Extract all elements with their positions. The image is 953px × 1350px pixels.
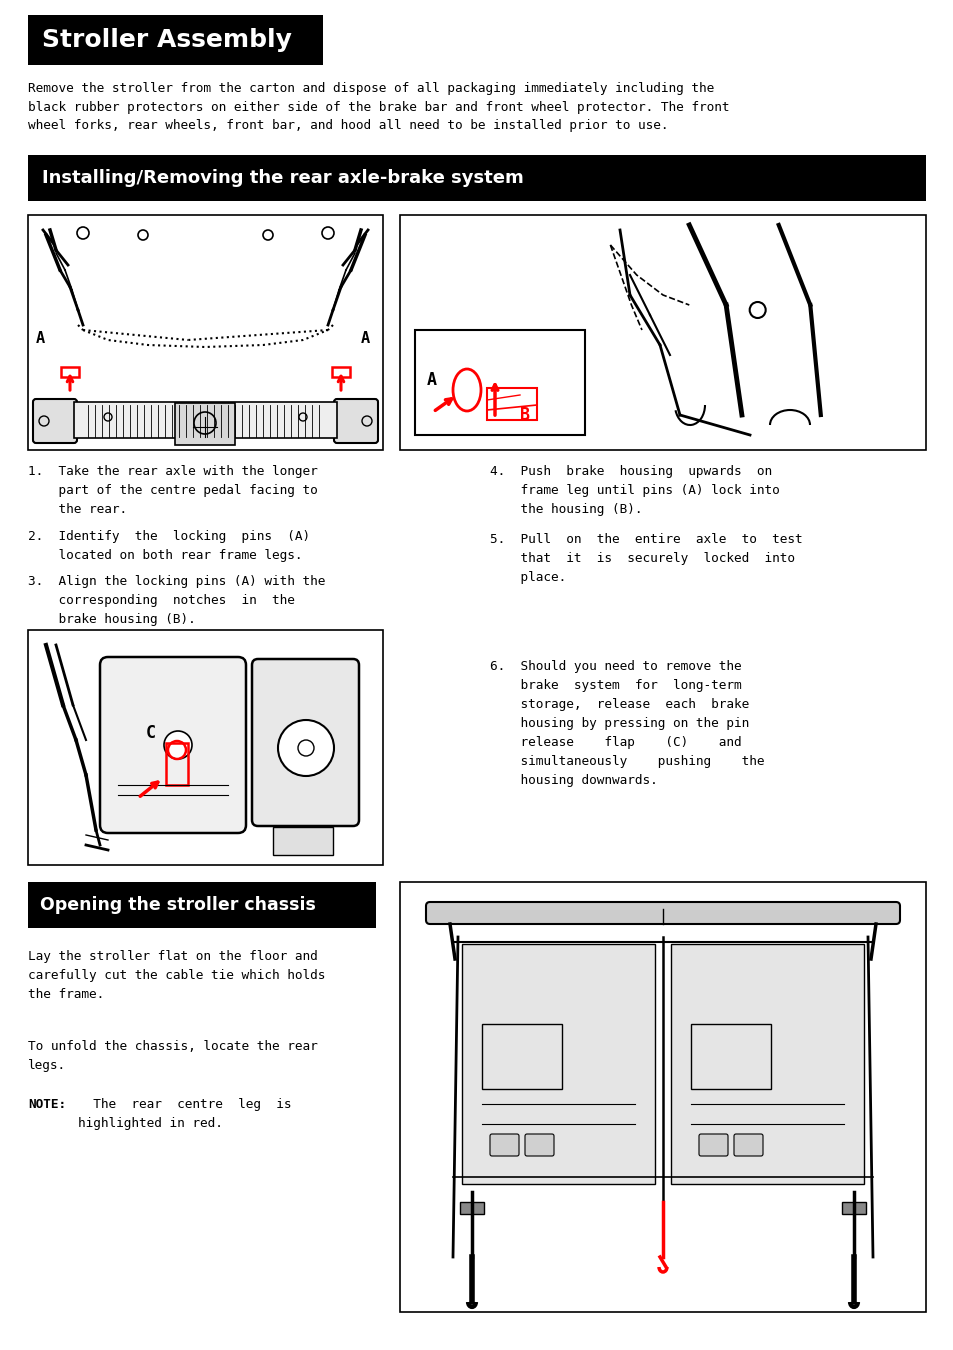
Bar — [486, 387, 537, 420]
Text: C: C — [146, 724, 156, 742]
Text: The  rear  centre  leg  is
highlighted in red.: The rear centre leg is highlighted in re… — [78, 1098, 292, 1130]
FancyBboxPatch shape — [252, 659, 358, 826]
Text: A: A — [427, 371, 436, 389]
Bar — [166, 743, 188, 784]
Bar — [459, 1202, 483, 1214]
Text: To unfold the chassis, locate the rear
legs.: To unfold the chassis, locate the rear l… — [28, 1040, 317, 1072]
Bar — [28, 155, 925, 201]
Bar — [399, 215, 925, 450]
Bar — [28, 15, 323, 65]
FancyBboxPatch shape — [524, 1134, 554, 1156]
Bar — [28, 882, 375, 927]
Text: Opening the stroller chassis: Opening the stroller chassis — [40, 896, 315, 914]
Text: 4.  Push  brake  housing  upwards  on
    frame leg until pins (A) lock into
   : 4. Push brake housing upwards on frame l… — [490, 464, 779, 516]
FancyBboxPatch shape — [426, 902, 899, 923]
Text: Installing/Removing the rear axle-brake system: Installing/Removing the rear axle-brake … — [42, 169, 523, 188]
FancyBboxPatch shape — [33, 400, 77, 443]
Bar — [61, 367, 79, 377]
Bar — [670, 944, 863, 1184]
Bar — [461, 944, 655, 1184]
Bar — [399, 882, 925, 1312]
FancyBboxPatch shape — [699, 1134, 727, 1156]
Bar — [28, 215, 382, 450]
FancyBboxPatch shape — [490, 1134, 518, 1156]
Text: A: A — [360, 331, 370, 346]
Text: Remove the stroller from the carton and dispose of all packaging immediately inc: Remove the stroller from the carton and … — [28, 82, 729, 132]
Bar — [690, 1025, 770, 1089]
Circle shape — [277, 720, 334, 776]
Bar — [74, 402, 336, 437]
Bar — [174, 404, 234, 446]
FancyBboxPatch shape — [733, 1134, 762, 1156]
Text: 2.  Identify  the  locking  pins  (A)
    located on both rear frame legs.: 2. Identify the locking pins (A) located… — [28, 531, 310, 562]
Text: Lay the stroller flat on the floor and
carefully cut the cable tie which holds
t: Lay the stroller flat on the floor and c… — [28, 950, 325, 1000]
Text: NOTE:: NOTE: — [28, 1098, 66, 1111]
Bar — [841, 1202, 865, 1214]
Circle shape — [164, 730, 192, 759]
Text: 5.  Pull  on  the  entire  axle  to  test
    that  it  is  securely  locked  in: 5. Pull on the entire axle to test that … — [490, 533, 801, 585]
Bar — [273, 828, 333, 855]
FancyBboxPatch shape — [100, 657, 246, 833]
Bar — [332, 367, 350, 377]
Bar — [481, 1025, 561, 1089]
Bar — [28, 630, 382, 865]
Text: A: A — [36, 331, 45, 346]
Text: B: B — [519, 406, 530, 424]
Text: 3.  Align the locking pins (A) with the
    corresponding  notches  in  the
    : 3. Align the locking pins (A) with the c… — [28, 575, 325, 626]
Text: 6.  Should you need to remove the
    brake  system  for  long-term
    storage,: 6. Should you need to remove the brake s… — [490, 660, 763, 787]
Text: Stroller Assembly: Stroller Assembly — [42, 28, 292, 53]
FancyBboxPatch shape — [334, 400, 377, 443]
Text: 1.  Take the rear axle with the longer
    part of the centre pedal facing to
  : 1. Take the rear axle with the longer pa… — [28, 464, 317, 516]
Bar — [415, 329, 584, 435]
